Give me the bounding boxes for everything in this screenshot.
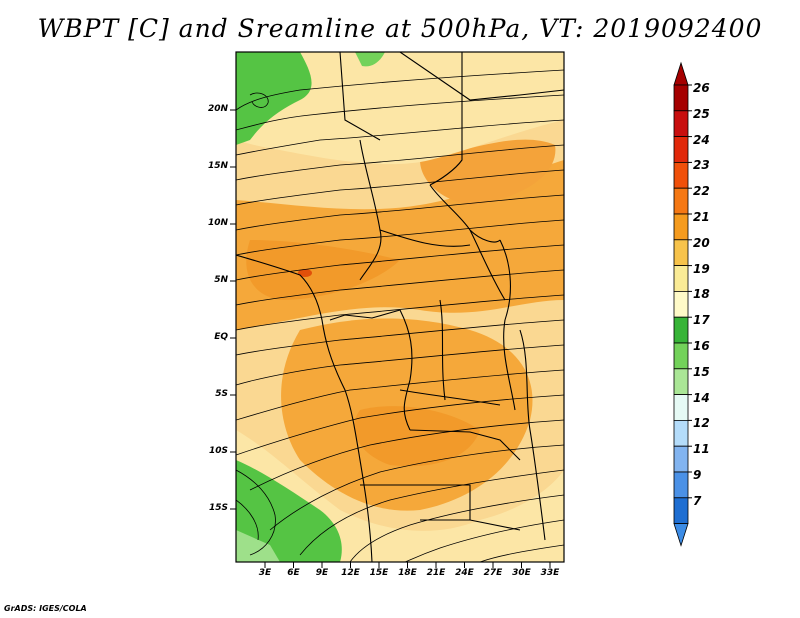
green-southwest [236,460,342,562]
colorbar-label: 16 [693,339,710,353]
colorbar-swatch [673,368,689,395]
cool-north [236,52,564,165]
colorbar-swatch [673,136,689,163]
colorbar-swatch [673,161,689,189]
colorbar-swatch [673,265,689,292]
colorbar-bottom-arrow [673,523,689,547]
colorbar-label: 25 [693,106,710,121]
green-southwest-light [236,530,280,562]
x-tick-label: 27E [483,568,503,578]
colorbar-label: 15 [693,364,710,379]
colorbar-swatch [673,187,689,215]
map-title: WBPT [C] and Sreamline at 500hPa, VT: 20… [37,14,763,43]
streamlines [236,69,564,562]
x-tick-label: 33E [540,568,560,578]
colorbar-swatch [673,239,689,267]
axis-ticks [230,109,551,568]
colorbar-label: 18 [693,287,710,302]
colorbar-label: 21 [693,210,710,224]
colorbar-swatch [673,419,689,447]
x-tick-label: 12E [341,568,360,578]
colorbar-label: 7 [693,493,702,508]
colorbar-swatch [673,394,689,421]
colorbar-swatch [673,471,689,499]
colorbar-swatch [673,316,689,344]
x-tick-label: 3E [258,568,272,578]
y-tick-label: 5S [215,389,228,399]
colorbar-label: 26 [693,81,710,95]
x-tick-label: 18E [398,568,417,578]
y-tick-label: 10S [208,446,228,456]
warm-core-3 [420,139,556,205]
colorbar-label: 23 [693,158,710,173]
colorbar-swatch [673,84,689,112]
x-tick-label: 15E [369,568,389,578]
colorbar-label: 14 [693,390,710,405]
colorbar-label: 12 [693,416,710,431]
colorbar-swatch [673,497,689,524]
map-frame [235,51,565,563]
y-tick-label: 15N [207,161,228,171]
y-tick-label: 20N [207,104,228,114]
y-tick-label: 10N [207,218,228,228]
x-tick-label: 6E [287,568,300,578]
colorbar-swatch [673,213,689,241]
green-north-patch [355,52,385,67]
colorbar-swatch [673,110,689,138]
colorbar-label: 17 [693,313,710,328]
colorbar-swatch [673,445,689,473]
colorbar-label: 11 [693,442,710,457]
colorbar-label: 22 [693,184,710,199]
colorbar-swatch [673,290,689,318]
y-tick-label: 5N [214,275,228,285]
footer-credit: GrADS: IGES/COLA [4,604,87,613]
x-tick-label: 9E [315,568,329,578]
y-tick-label: 15S [208,503,228,513]
hot-spot [298,269,312,277]
y-tick-label: EQ [214,332,228,342]
green-northwest [236,52,312,145]
x-tick-label: 21E [426,568,446,578]
warm-core-1 [246,240,400,300]
colorbar-label: 19 [693,261,710,276]
colorbar-label: 24 [693,132,710,147]
wbpt-field [236,52,564,562]
colorbar-swatch [673,342,689,370]
country-borders [236,52,564,562]
x-tick-label: 30E [512,568,531,578]
x-tick-label: 24E [455,568,474,578]
colorbar-label: 20 [693,235,710,250]
colorbar [673,61,692,547]
colorbar-top-arrow [673,61,689,86]
colorbar-label: 9 [693,468,702,482]
